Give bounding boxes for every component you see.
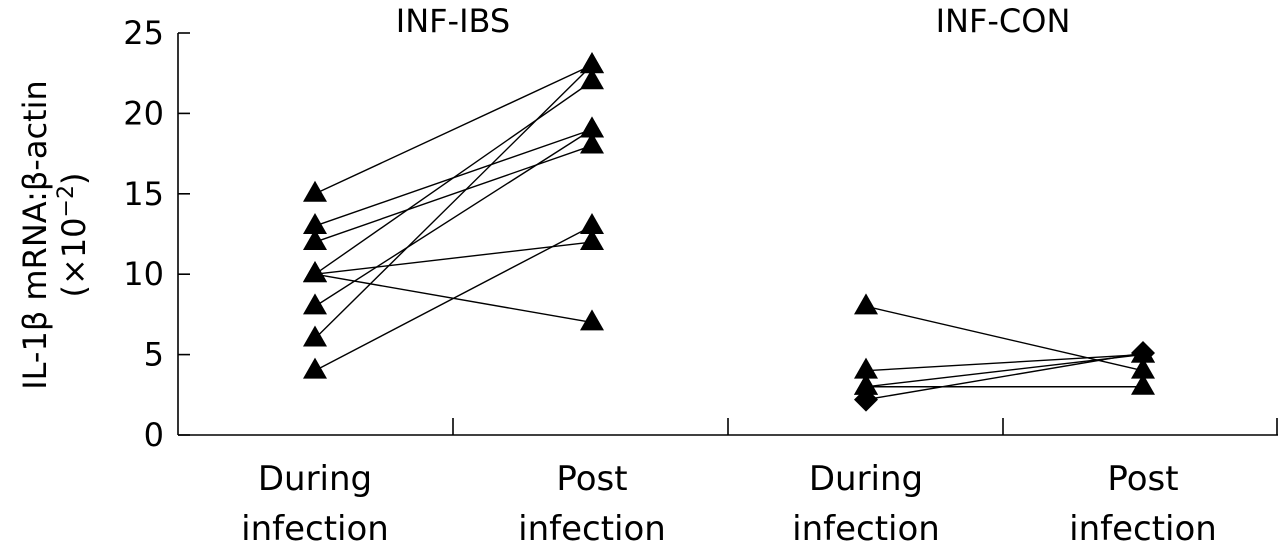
x-category-label: During <box>809 459 923 499</box>
triangle-marker <box>303 180 327 202</box>
x-category-label: infection <box>1069 509 1217 544</box>
y-tick-label: 0 <box>144 416 164 454</box>
triangle-marker <box>303 229 327 251</box>
paired-line <box>314 241 593 275</box>
triangle-marker <box>854 373 878 395</box>
diamond-marker <box>1131 340 1155 365</box>
triangle-marker <box>854 293 878 315</box>
x-category-label: During <box>258 459 372 499</box>
triangle-marker <box>580 68 604 90</box>
group-title: INF-CON <box>936 2 1071 40</box>
paired-line <box>314 128 593 307</box>
triangle-marker <box>303 325 327 347</box>
triangle-marker <box>580 116 604 138</box>
x-category-label: infection <box>241 509 389 544</box>
paired-lines <box>314 64 1144 401</box>
x-category-label: infection <box>792 509 940 544</box>
y-tick-label: 5 <box>144 336 164 374</box>
paired-line <box>314 225 593 372</box>
triangle-marker <box>303 261 327 283</box>
paired-line <box>865 305 1144 372</box>
diamond-marker <box>854 387 878 412</box>
x-category-label: Post <box>556 459 627 499</box>
triangle-marker <box>1131 373 1155 395</box>
y-tick-label: 25 <box>123 14 164 52</box>
y-tick-label: 15 <box>123 175 164 213</box>
y-tick-label: 20 <box>123 94 164 132</box>
x-category-label: Post <box>1107 459 1178 499</box>
y-axis-label: IL-1β mRNA:β-actin <box>16 80 54 390</box>
triangle-marker <box>303 212 327 234</box>
y-axis-unit: (×10−2) <box>54 173 94 298</box>
triangle-marker <box>854 357 878 379</box>
triangle-marker <box>580 132 604 154</box>
triangle-marker <box>303 357 327 379</box>
triangle-marker <box>580 309 604 331</box>
y-tick-label: 10 <box>123 255 164 293</box>
triangle-marker <box>303 293 327 315</box>
paired-line <box>865 353 1144 372</box>
data-markers <box>303 52 1155 412</box>
paired-line <box>865 352 1144 401</box>
paired-line <box>314 64 593 340</box>
paired-line <box>314 144 593 243</box>
triangle-marker <box>580 229 604 251</box>
chart-labels: 0 5 10 15 20 25 IL-1β mRNA:β-actin (×10−2) INF-I… <box>16 2 1217 544</box>
paired-line <box>314 80 593 275</box>
triangle-marker <box>580 212 604 234</box>
group-title: INF-IBS <box>396 2 510 40</box>
triangle-marker <box>580 52 604 74</box>
triangle-marker <box>1131 357 1155 379</box>
axes <box>177 32 1278 436</box>
paired-line <box>865 353 1144 388</box>
paired-line <box>314 64 593 195</box>
x-category-label: infection <box>518 509 666 544</box>
